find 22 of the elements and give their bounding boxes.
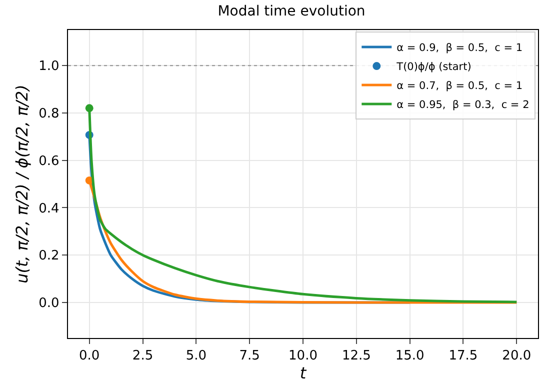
chart-title: Modal time evolution xyxy=(218,4,366,20)
x-tick-label: 2.5 xyxy=(132,348,154,364)
y-axis-title: u(t, π/2, π/2) / ϕ(π/2, π/2) xyxy=(12,84,32,284)
x-tick-label: 20.0 xyxy=(502,348,532,364)
x-tick-label: 5.0 xyxy=(186,348,207,364)
x-tick-label: 10.0 xyxy=(288,348,318,364)
y-tick-label: 0.6 xyxy=(38,154,60,169)
x-tick-label: 17.5 xyxy=(448,348,478,364)
y-tick-label: 1.0 xyxy=(38,59,60,74)
legend-label: α = 0.95, β = 0.3, c = 2 xyxy=(396,99,530,112)
x-tick-label: 7.5 xyxy=(239,348,260,364)
x-tick-label: 12.5 xyxy=(342,348,371,364)
x-axis-title: t xyxy=(300,364,307,383)
x-tick-label: 0.0 xyxy=(79,348,100,364)
legend-label: T(0)ϕ/ϕ (start) xyxy=(396,61,472,74)
y-tick-label: 0.2 xyxy=(38,248,60,264)
legend-label: α = 0.9, β = 0.5, c = 1 xyxy=(396,42,523,54)
y-tick-label: 0.0 xyxy=(38,296,60,312)
x-tick-label: 15.0 xyxy=(395,348,424,364)
legend-label: α = 0.7, β = 0.5, c = 1 xyxy=(396,80,523,92)
y-tick-label: 0.8 xyxy=(38,106,60,122)
y-tick-label: 0.4 xyxy=(38,201,60,216)
